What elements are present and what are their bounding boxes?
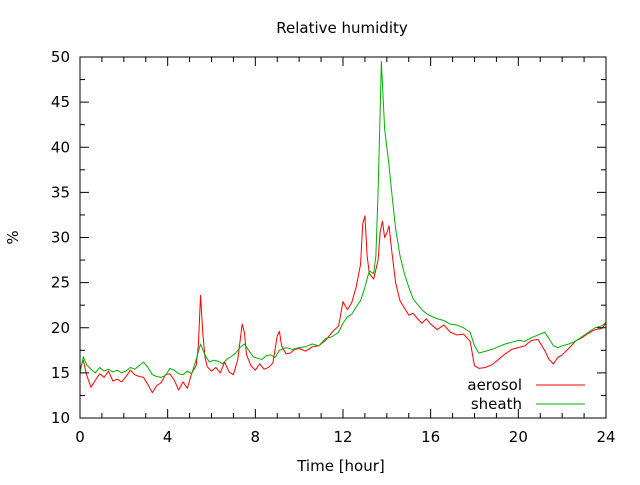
y-tick-label: 45 [51, 93, 70, 111]
legend-label-aerosol: aerosol [467, 376, 522, 394]
x-tick-label: 0 [75, 428, 85, 446]
series-line-aerosol [79, 215, 607, 394]
series-line-sheath [79, 61, 607, 378]
x-axis-label: Time [hour] [296, 457, 385, 475]
y-tick-label: 30 [51, 229, 70, 247]
x-tick-label: 8 [251, 428, 261, 446]
x-tick-label: 24 [596, 428, 615, 446]
x-tick-label: 4 [163, 428, 173, 446]
x-tick-label: 20 [509, 428, 528, 446]
chart-title: Relative humidity [276, 19, 408, 37]
x-tick-label: 16 [421, 428, 440, 446]
series-layer [79, 61, 607, 394]
plot-frame [79, 56, 607, 419]
y-tick-label: 20 [51, 319, 70, 337]
y-tick-label: 50 [51, 48, 70, 66]
y-tick-label: 40 [51, 138, 70, 156]
y-tick-label: 10 [51, 409, 70, 427]
y-tick-label: 15 [51, 364, 70, 382]
y-tick-label: 25 [51, 274, 70, 292]
legend-label-sheath: sheath [471, 395, 522, 413]
x-tick-label: 12 [333, 428, 352, 446]
y-tick-label: 35 [51, 183, 70, 201]
axes-layer: 0 4 8 12 16 20 24 10 15 20 25 30 35 40 45 50 [51, 48, 616, 446]
y-axis-label: % [4, 230, 22, 244]
